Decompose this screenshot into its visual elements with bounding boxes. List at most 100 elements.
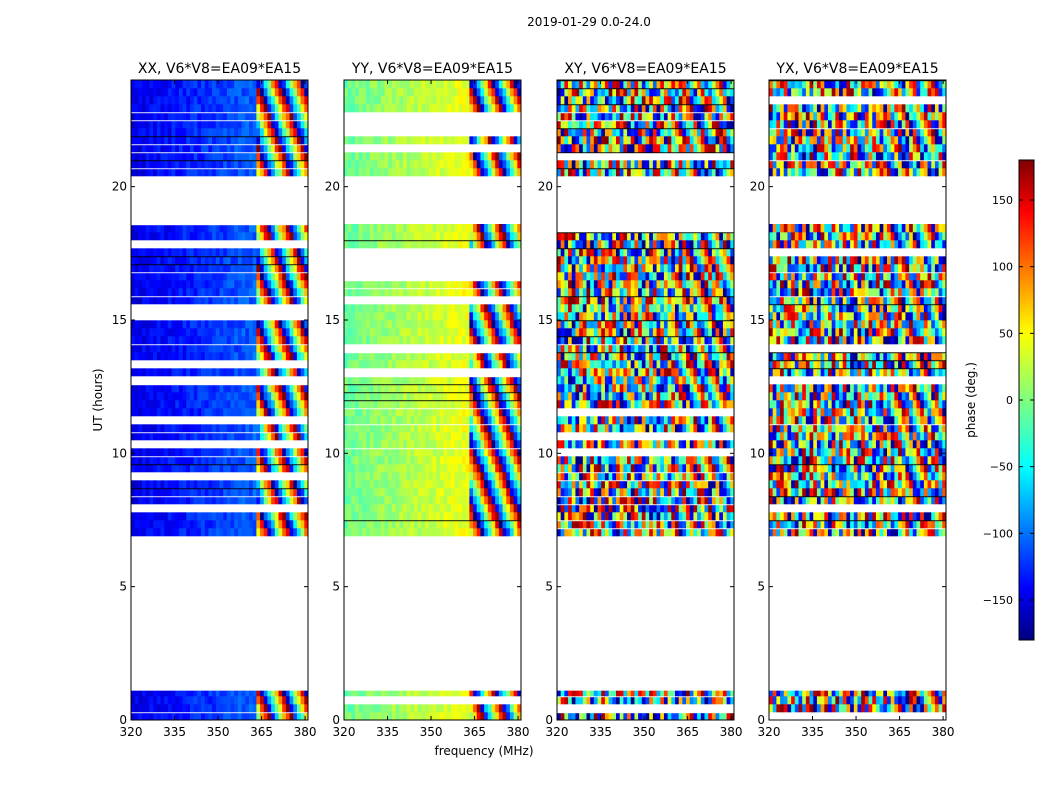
heatmap-cell [297,480,301,488]
heatmap-cell [179,528,183,536]
heatmap-cell [425,691,429,697]
heatmap-cell [462,448,466,456]
heatmap-cell [473,264,477,272]
heatmap-cell [297,344,301,352]
heatmap-cell [429,272,433,280]
heatmap-cell [131,712,135,720]
heatmap-cell [286,408,290,416]
heatmap-cell [473,691,477,697]
heatmap-cell [396,488,400,496]
heatmap-cell [388,272,392,280]
heatmap-cell [164,400,168,408]
heatmap-cell [242,504,246,512]
heatmap-cell [220,360,224,368]
heatmap-cell [260,691,264,697]
heatmap-cell [271,448,275,456]
heatmap-cell [362,376,366,384]
heatmap-cell [253,248,257,256]
heatmap-cell [370,512,374,520]
heatmap-cell [410,392,414,400]
heatmap-cell [344,376,348,384]
heatmap-cell [175,296,179,304]
heatmap-cell [256,360,260,368]
heatmap-cell [469,392,473,400]
heatmap-cell [253,128,257,136]
heatmap-cell [495,488,499,496]
heatmap-cell [297,392,301,400]
heatmap-cell [488,400,492,408]
heatmap-cell [495,704,499,712]
heatmap-cell [458,440,462,448]
heatmap-cell [499,496,503,504]
heatmap-cell [183,280,187,288]
heatmap-cell [399,264,403,272]
heatmap-cell [503,232,507,240]
heatmap-cell [157,288,161,296]
heatmap-cell [414,352,418,360]
heatmap-cell [242,704,246,712]
heatmap-cell [495,416,499,424]
heatmap-cell [286,352,290,360]
heatmap-cell [161,360,165,368]
heatmap-cell [267,448,271,456]
heatmap-cell [480,328,484,336]
heatmap-cell [444,691,448,697]
heatmap-cell [477,504,481,512]
heatmap-cell [425,528,429,536]
heatmap-cell [168,424,172,432]
heatmap-cell [183,416,187,424]
heatmap-cell [168,496,172,504]
heatmap-cell [385,160,389,168]
heatmap-cell [271,424,275,432]
heatmap-cell [172,480,176,488]
heatmap-cell [362,320,366,328]
heatmap-cell [238,440,242,448]
heatmap-cell [179,144,183,152]
heatmap-cell [157,144,161,152]
heatmap-cell [344,480,348,488]
heatmap-cell [351,512,355,520]
heatmap-cell [297,88,301,96]
heatmap-cell [290,384,294,392]
heatmap-cell [366,360,370,368]
heatmap-cell [297,304,301,312]
heatmap-cell [480,408,484,416]
heatmap-cell [157,432,161,440]
heatmap-cell [135,104,139,112]
heatmap-cell [377,232,381,240]
heatmap-cell [484,464,488,472]
heatmap-cell [164,288,168,296]
heatmap-cell [436,152,440,160]
heatmap-cell [473,288,477,296]
heatmap-cell [201,392,205,400]
heatmap-cell [348,368,352,376]
heatmap-cell [149,712,153,720]
heatmap-cell [175,136,179,144]
heatmap-cell [175,496,179,504]
heatmap-cell [381,136,385,144]
heatmap-cell [186,504,190,512]
heatmap-cell [444,472,448,480]
heatmap-cell [351,528,355,536]
heatmap-cell [249,280,253,288]
heatmap-cell [242,488,246,496]
heatmap-cell [466,264,470,272]
heatmap-cell [227,88,231,96]
heatmap-cell [362,528,366,536]
heatmap-cell [407,256,411,264]
heatmap-cell [477,248,481,256]
heatmap-cell [492,416,496,424]
heatmap-cell [208,120,212,128]
heatmap-cell [510,464,514,472]
heatmap-cell [242,288,246,296]
heatmap-cell [256,712,260,720]
heatmap-cell [264,400,268,408]
heatmap-cell [506,304,510,312]
heatmap-cell [142,112,146,120]
heatmap-cell [297,456,301,464]
heatmap-cell [407,712,411,720]
heatmap-cell [161,312,165,320]
heatmap-cell [290,120,294,128]
heatmap-cell [282,272,286,280]
heatmap-cell [220,304,224,312]
